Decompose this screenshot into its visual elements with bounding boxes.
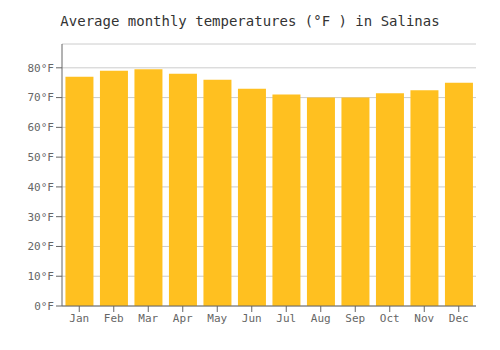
svg-text:May: May: [207, 312, 227, 325]
svg-text:Apr: Apr: [173, 312, 193, 325]
svg-text:70°F: 70°F: [28, 91, 55, 104]
svg-text:Aug: Aug: [311, 312, 331, 325]
svg-text:Jan: Jan: [69, 312, 89, 325]
svg-text:Nov: Nov: [414, 312, 434, 325]
svg-text:Jul: Jul: [276, 312, 296, 325]
svg-text:80°F: 80°F: [28, 62, 55, 75]
svg-text:Sep: Sep: [345, 312, 365, 325]
svg-text:Oct: Oct: [380, 312, 400, 325]
html-text:Average monthly temperatures (: Average monthly temperatures (°F ) in Sa…: [60, 13, 440, 29]
svg-text:50°F: 50°F: [28, 151, 55, 164]
svg-text:10°F: 10°F: [28, 270, 55, 283]
svg-text:Dec: Dec: [449, 312, 469, 325]
svg-text:40°F: 40°F: [28, 181, 55, 194]
svg-text:30°F: 30°F: [28, 211, 55, 224]
svg-text:60°F: 60°F: [28, 121, 55, 134]
svg-text:Mar: Mar: [138, 312, 158, 325]
svg-text:Jun: Jun: [242, 312, 262, 325]
svg-text:0°F: 0°F: [34, 300, 54, 313]
svg-text:20°F: 20°F: [28, 240, 55, 253]
svg-text:Feb: Feb: [104, 312, 124, 325]
